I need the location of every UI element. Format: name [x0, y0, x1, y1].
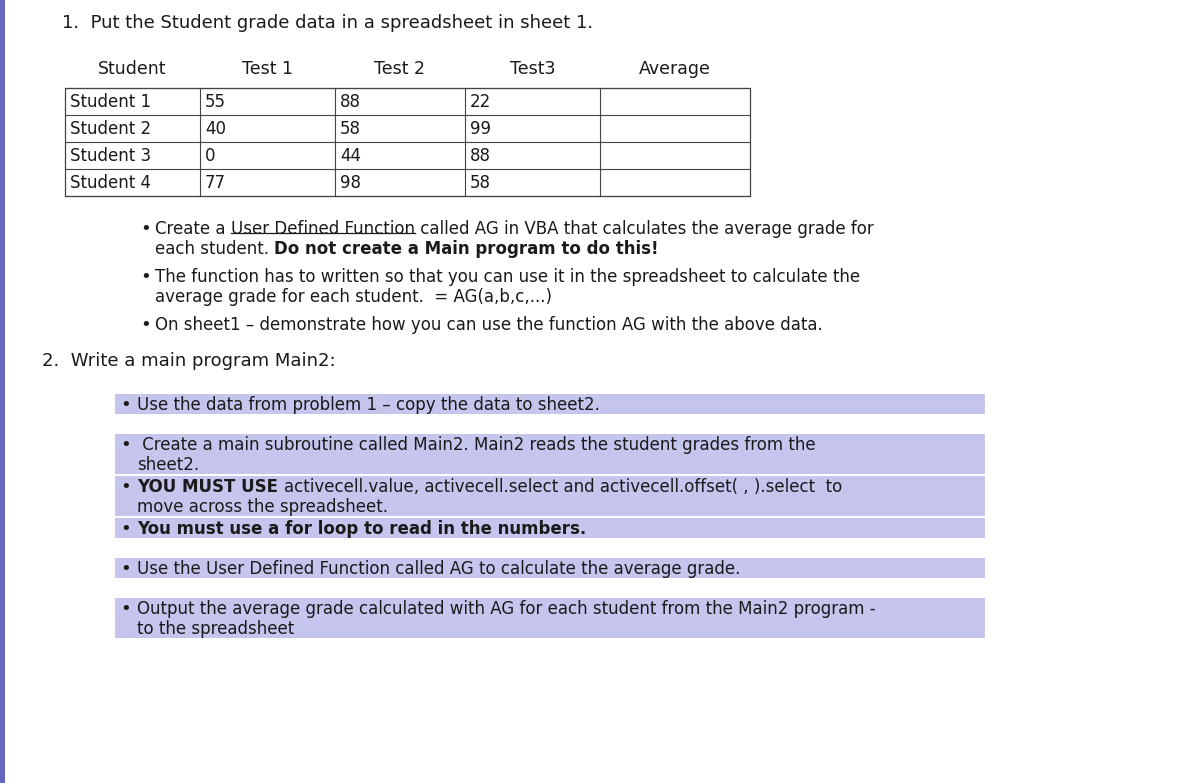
Text: Student 1: Student 1 — [70, 93, 151, 111]
Bar — [115, 496, 985, 516]
Text: 40: 40 — [205, 120, 226, 138]
Text: Do not create a Main program to do this!: Do not create a Main program to do this! — [275, 240, 659, 258]
Bar — [115, 394, 985, 414]
Text: Student 2: Student 2 — [70, 120, 151, 138]
Text: 44: 44 — [340, 147, 361, 165]
Text: Test 2: Test 2 — [374, 60, 426, 78]
Text: Student 3: Student 3 — [70, 147, 151, 165]
Text: 77: 77 — [205, 174, 226, 192]
Text: Create a: Create a — [155, 220, 230, 238]
Text: •: • — [120, 520, 131, 538]
Text: sheet2.: sheet2. — [137, 456, 199, 474]
Bar — [115, 558, 985, 578]
Text: •: • — [140, 316, 151, 334]
Text: Average: Average — [640, 60, 710, 78]
Bar — [115, 454, 985, 474]
Bar — [115, 598, 985, 618]
Text: The function has to written so that you can use it in the spreadsheet to calcula: The function has to written so that you … — [155, 268, 860, 286]
Text: Create a main subroutine called Main2. Main2 reads the student grades from the: Create a main subroutine called Main2. M… — [137, 436, 816, 454]
Text: activecell.value, activecell.select and activecell.offset( , ).select  to: activecell.value, activecell.select and … — [283, 478, 842, 496]
Bar — [0, 0, 5, 783]
Text: to the spreadsheet: to the spreadsheet — [137, 620, 294, 638]
Text: each student.: each student. — [155, 240, 275, 258]
Text: 99: 99 — [470, 120, 491, 138]
Text: 2.  Write a main program Main2:: 2. Write a main program Main2: — [42, 352, 336, 370]
Bar — [115, 476, 985, 496]
Text: 55: 55 — [205, 93, 226, 111]
Text: Output the average grade calculated with AG for each student from the Main2 prog: Output the average grade calculated with… — [137, 600, 876, 618]
Text: You must use a for loop to read in the numbers.: You must use a for loop to read in the n… — [137, 520, 587, 538]
Text: 58: 58 — [340, 120, 361, 138]
Text: •: • — [120, 436, 131, 454]
Text: Student: Student — [98, 60, 167, 78]
Text: 88: 88 — [340, 93, 361, 111]
Text: average grade for each student.  = AG(a,b,c,...): average grade for each student. = AG(a,b… — [155, 288, 552, 306]
Text: •: • — [120, 560, 131, 578]
Text: called AG in VBA that calculates the average grade for: called AG in VBA that calculates the ave… — [415, 220, 874, 238]
Text: •: • — [120, 478, 131, 496]
Text: Use the data from problem 1 – copy the data to sheet2.: Use the data from problem 1 – copy the d… — [137, 396, 600, 414]
Text: •: • — [140, 220, 151, 238]
Bar — [115, 434, 985, 454]
Bar — [65, 88, 750, 196]
Text: Student 4: Student 4 — [70, 174, 151, 192]
Bar — [115, 618, 985, 638]
Text: Test3: Test3 — [510, 60, 556, 78]
Bar — [115, 518, 985, 538]
Text: 58: 58 — [470, 174, 491, 192]
Text: •: • — [120, 600, 131, 618]
Text: 88: 88 — [470, 147, 491, 165]
Text: User Defined Function: User Defined Function — [230, 220, 415, 238]
Text: Use the User Defined Function called AG to calculate the average grade.: Use the User Defined Function called AG … — [137, 560, 740, 578]
Text: On sheet1 – demonstrate how you can use the function AG with the above data.: On sheet1 – demonstrate how you can use … — [155, 316, 823, 334]
Text: YOU MUST USE: YOU MUST USE — [137, 478, 283, 496]
Text: 22: 22 — [470, 93, 491, 111]
Text: move across the spreadsheet.: move across the spreadsheet. — [137, 498, 388, 516]
Text: •: • — [120, 396, 131, 414]
Text: 0: 0 — [205, 147, 216, 165]
Text: Test 1: Test 1 — [242, 60, 293, 78]
Text: •: • — [140, 268, 151, 286]
Text: 98: 98 — [340, 174, 361, 192]
Text: 1.  Put the Student grade data in a spreadsheet in sheet 1.: 1. Put the Student grade data in a sprea… — [62, 14, 593, 32]
